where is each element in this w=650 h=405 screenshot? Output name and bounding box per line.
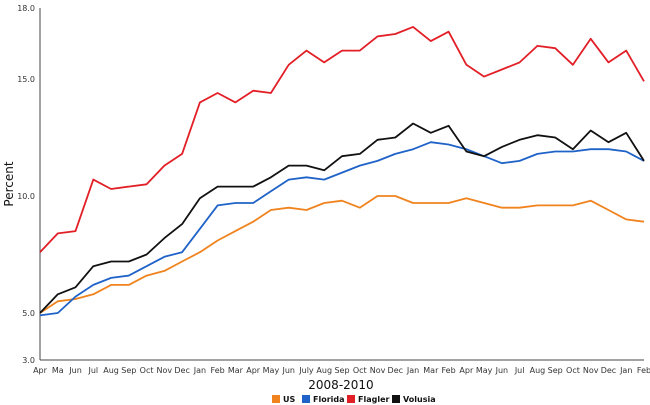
y-tick-label: 18.0: [17, 4, 35, 13]
x-tick-label: Dec: [174, 366, 189, 375]
x-tick-label: Dec: [388, 366, 403, 375]
x-tick-label: Oct: [353, 366, 367, 375]
x-tick-labels: Apr Ma Jun Jul Aug Sep Oct Nov Dec Jan Feb Mar Apr Ma…: [33, 366, 650, 375]
x-tick-label: Jun: [495, 366, 509, 375]
y-tick-label: 15.0: [17, 75, 35, 84]
x-tick-label: Jan: [193, 366, 206, 375]
x-tick-label: Apr: [246, 366, 261, 375]
y-tick-label: 3.0: [22, 356, 35, 365]
legend-label-volusia: Volusia: [403, 395, 436, 404]
x-tick-label: Oct: [140, 366, 154, 375]
y-tick-label: 10.0: [17, 192, 35, 201]
x-tick-label: Feb: [442, 366, 456, 375]
x-tick-label: May: [263, 366, 280, 375]
x-tick-label: Apr: [33, 366, 48, 375]
series-line-us: [39, 195, 645, 314]
x-tick-label: Apr: [459, 366, 474, 375]
chart-axes: [39, 8, 644, 361]
x-tick-label: Mar: [228, 366, 244, 375]
legend-swatch-us: [272, 395, 280, 403]
x-tick-label: Ma: [52, 366, 64, 375]
y-tick-labels: 3.0 5.0 10.0 15.0 18.0: [17, 4, 35, 365]
x-axis-title: 2008-2010: [308, 378, 373, 392]
series-lines: [39, 25, 645, 317]
series-line-florida: [39, 141, 645, 317]
x-tick-label: Feb: [211, 366, 225, 375]
x-tick-label: Sep: [334, 366, 349, 375]
x-tick-label: Feb: [637, 366, 650, 375]
x-tick-label: Aug: [103, 366, 119, 375]
legend-label-florida: Florida: [313, 395, 345, 404]
legend-label-flagler: Flagler: [358, 395, 390, 404]
legend-swatch-florida: [302, 395, 310, 403]
x-tick-label: Jun: [68, 366, 82, 375]
x-tick-label: Mar: [423, 366, 439, 375]
y-axis-title: Percent: [2, 161, 16, 206]
series-line-flagler: [39, 25, 645, 253]
x-tick-label: Aug: [530, 366, 546, 375]
x-tick-label: Jun: [281, 366, 295, 375]
x-tick-label: Jul: [514, 366, 525, 375]
x-tick-label: Jan: [406, 366, 419, 375]
legend-swatch-volusia: [392, 395, 400, 403]
x-tick-label: Sep: [121, 366, 136, 375]
x-tick-label: Nov: [157, 366, 173, 375]
x-tick-label: Jan: [619, 366, 632, 375]
x-tick-label: Nov: [370, 366, 386, 375]
x-tick-label: Oct: [566, 366, 580, 375]
legend: US Florida Flagler Volusia: [272, 395, 436, 404]
x-tick-label: Nov: [583, 366, 599, 375]
x-tick-label: Dec: [601, 366, 616, 375]
legend-label-us: US: [283, 395, 295, 404]
series-line-volusia: [39, 122, 645, 314]
x-tick-label: Jul: [87, 366, 98, 375]
y-tick-label: 5.0: [22, 309, 35, 318]
x-tick-label: May: [476, 366, 493, 375]
x-tick-label: Sep: [548, 366, 563, 375]
x-tick-label: July: [298, 366, 314, 375]
x-tick-label: Aug: [316, 366, 332, 375]
legend-swatch-flagler: [347, 395, 355, 403]
